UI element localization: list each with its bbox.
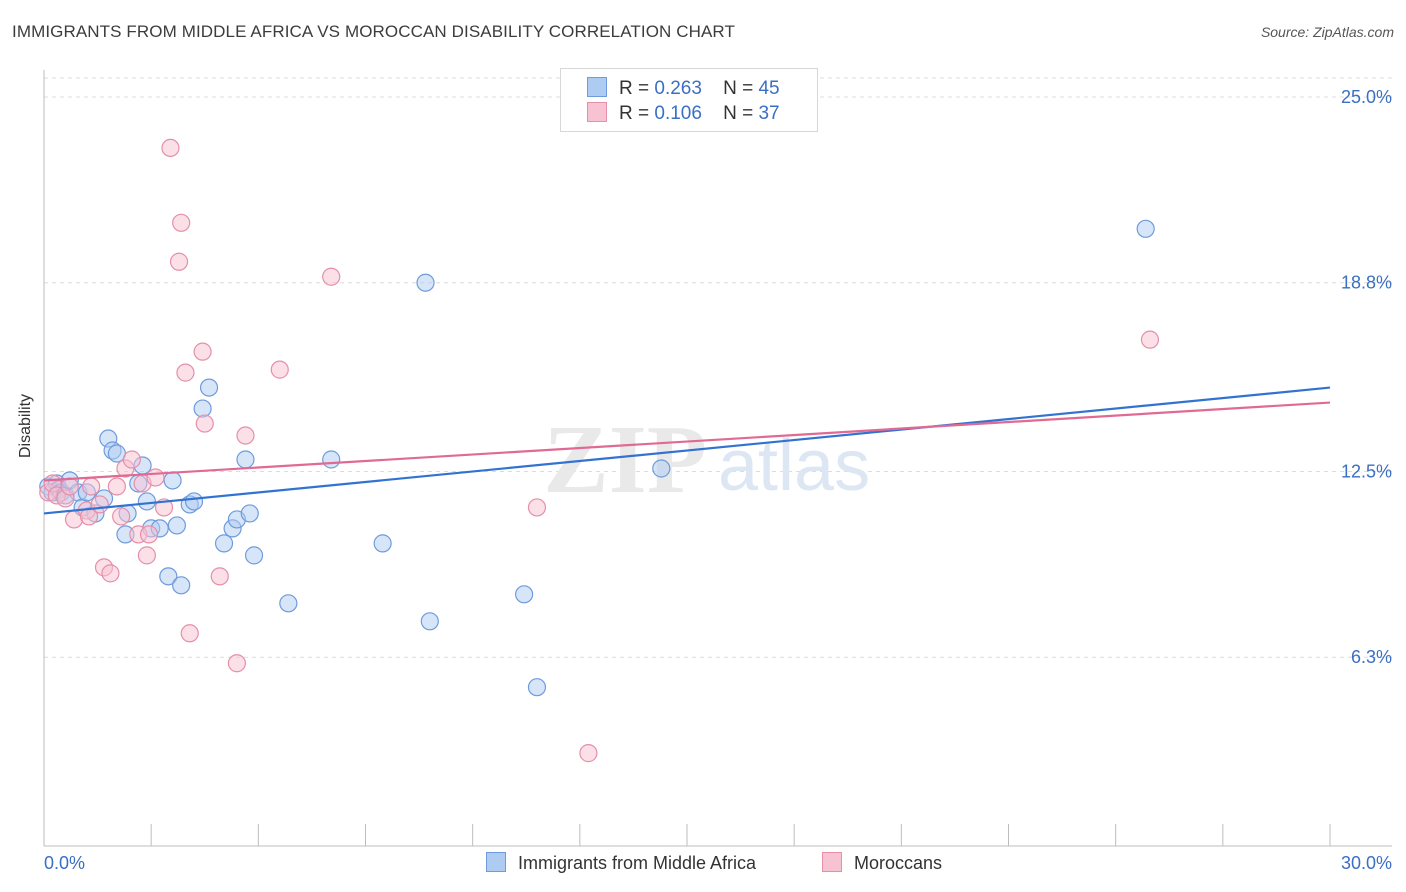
point-moroccans [193, 342, 212, 361]
point-middle-africa [527, 678, 547, 697]
legend-n-value: 37 [758, 103, 780, 124]
point-moroccans [122, 450, 141, 469]
point-moroccans [210, 567, 229, 586]
point-moroccans [107, 477, 126, 496]
y-tick-label: 12.5% [1341, 461, 1392, 481]
point-middle-africa [373, 534, 392, 553]
legend-row-middle-africa: R = 0.263 N = 45 [587, 77, 780, 101]
point-moroccans [236, 426, 255, 445]
point-moroccans [172, 213, 191, 232]
point-middle-africa [159, 567, 178, 586]
point-moroccans [1140, 330, 1160, 349]
point-middle-africa [515, 585, 534, 604]
point-middle-africa [652, 459, 671, 478]
point-middle-africa [137, 492, 156, 511]
bottom-legend-moroccans: Moroccans [822, 852, 942, 874]
point-middle-africa [244, 546, 264, 565]
legend-r-value: 0.106 [654, 103, 702, 124]
point-middle-africa [240, 504, 259, 523]
legend-swatch-blue [486, 852, 506, 872]
legend-r-label: R = [619, 78, 650, 99]
point-middle-africa [199, 378, 219, 397]
point-moroccans [137, 546, 156, 565]
point-moroccans [176, 363, 195, 382]
gridlines [44, 77, 1392, 658]
legend-swatch-pink [822, 852, 842, 872]
point-middle-africa [236, 450, 255, 469]
point-moroccans [227, 654, 246, 673]
legend-n-label: N = [723, 78, 754, 99]
trend-lines [43, 386, 1331, 515]
legend-swatch-pink [587, 102, 607, 122]
x-tick-label: 0.0% [44, 853, 85, 873]
trend-line-middle-africa [43, 386, 1331, 515]
point-moroccans [195, 414, 214, 433]
legend-swatch-blue [587, 77, 607, 97]
legend-label: Moroccans [854, 853, 943, 873]
point-moroccans [146, 468, 165, 487]
point-moroccans [169, 252, 189, 271]
legend-n-value: 45 [758, 78, 780, 99]
x-tick-label: 30.0% [1341, 853, 1392, 873]
point-moroccans [579, 744, 598, 763]
point-moroccans [180, 624, 199, 643]
point-middle-africa [172, 576, 191, 595]
point-middle-africa [416, 273, 435, 292]
y-tick-label: 25.0% [1341, 87, 1392, 107]
point-middle-africa [420, 612, 439, 631]
axes [43, 70, 1392, 847]
point-moroccans [60, 477, 79, 496]
y-axis-label: Disability [17, 393, 34, 458]
legend-label: Immigrants from Middle Africa [518, 853, 757, 873]
legend-row-moroccans: R = 0.106 N = 37 [587, 102, 780, 126]
chart-title: IMMIGRANTS FROM MIDDLE AFRICA VS MOROCCA… [12, 22, 735, 41]
point-moroccans [139, 525, 159, 544]
point-moroccans [82, 477, 101, 496]
legend-r-value: 0.263 [654, 78, 702, 99]
point-moroccans [101, 564, 120, 583]
point-moroccans [270, 360, 289, 379]
point-moroccans [161, 138, 180, 157]
source-label: Source: ZipAtlas.com [1260, 24, 1394, 40]
y-tick-label: 6.3% [1351, 647, 1392, 667]
stats-legend: R = 0.263 N = 45 R = 0.106 N = 37 [560, 68, 818, 132]
legend-n-label: N = [723, 103, 754, 124]
trend-line-moroccans [43, 401, 1331, 482]
watermark: ZIP atlas [543, 406, 870, 514]
point-middle-africa [193, 399, 212, 418]
point-middle-africa [167, 516, 186, 535]
point-middle-africa [279, 594, 298, 613]
y-tick-label: 18.8% [1341, 273, 1392, 293]
point-moroccans [322, 267, 341, 286]
point-moroccans [90, 495, 109, 514]
legend-r-label: R = [619, 103, 650, 124]
tick-labels: 6.3% 12.5% 18.8% 25.0% 0.0% 30.0% [44, 87, 1392, 873]
watermark-zip: ZIP [543, 406, 706, 514]
point-moroccans [112, 507, 131, 526]
data-points [39, 138, 1160, 763]
point-moroccans [527, 498, 547, 517]
point-middle-africa [163, 471, 182, 490]
point-middle-africa [1136, 219, 1155, 238]
point-middle-africa [322, 450, 341, 469]
bottom-legend-middle-africa: Immigrants from Middle Africa [486, 852, 756, 874]
point-middle-africa [214, 534, 234, 553]
point-middle-africa [184, 492, 204, 511]
